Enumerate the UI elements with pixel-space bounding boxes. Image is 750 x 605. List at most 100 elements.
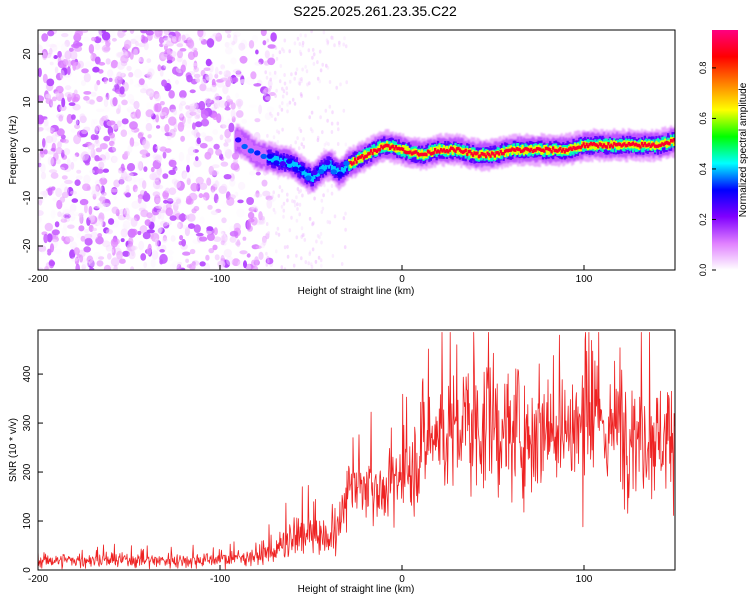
heatmap-ridge-cell bbox=[511, 147, 514, 151]
heatmap-noise-blob bbox=[316, 60, 319, 65]
heatmap-noise-blob bbox=[190, 102, 199, 111]
heatmap-noise-blob bbox=[283, 81, 287, 86]
heatmap-noise-blob bbox=[293, 203, 297, 208]
heatmap-noise-blob bbox=[218, 100, 228, 108]
heatmap-noise-blob bbox=[59, 104, 67, 112]
heatmap-noise-blob bbox=[306, 82, 309, 87]
heatmap-noise-blob bbox=[179, 113, 185, 121]
heatmap-noise-blob bbox=[305, 69, 309, 74]
heatmap-noise-blob bbox=[223, 142, 229, 148]
heatmap-noise-blob bbox=[116, 108, 121, 115]
heatmap-noise-blob bbox=[221, 67, 226, 76]
heatmap-noise-blob bbox=[83, 174, 91, 184]
heatmap-ridge-blob bbox=[311, 169, 318, 176]
heatmap-noise-blob bbox=[308, 250, 312, 255]
heatmap-ridge-cell bbox=[503, 149, 507, 154]
heatmap-noise-blob bbox=[40, 190, 49, 196]
heatmap-noise-blob bbox=[316, 138, 320, 143]
heatmap-noise-blob bbox=[298, 126, 301, 131]
heatmap-noise-blob bbox=[161, 106, 170, 116]
heatmap-ridge-cell bbox=[534, 148, 537, 152]
heatmap-noise-blob bbox=[102, 168, 109, 173]
heatmap-noise-blob bbox=[74, 30, 84, 37]
heatmap-noise-blob bbox=[129, 172, 138, 177]
heatmap-noise-blob bbox=[112, 142, 121, 153]
heatmap-ridge-cell bbox=[400, 147, 403, 151]
heatmap-noise-blob bbox=[151, 213, 156, 223]
heatmap-noise-blob bbox=[318, 235, 321, 240]
heatmap-noise-blob bbox=[69, 212, 76, 222]
heatmap-noise-blob bbox=[226, 196, 235, 206]
heatmap-noise-blob bbox=[165, 207, 174, 217]
heatmap-ridge-cell bbox=[559, 146, 562, 151]
heatmap-ridge-cell bbox=[600, 143, 603, 147]
heatmap-ridge-cell bbox=[358, 155, 361, 160]
heatmap-ridge-cell bbox=[464, 148, 467, 152]
heatmap-noise-blob bbox=[237, 181, 246, 191]
heatmap-noise-blob bbox=[155, 205, 162, 209]
heatmap-noise-blob bbox=[286, 254, 290, 259]
snr-plot-area bbox=[38, 330, 675, 570]
heatmap-noise-blob bbox=[255, 171, 261, 176]
heatmap-noise-blob bbox=[129, 30, 135, 34]
heatmap-ridge-cell bbox=[614, 143, 617, 147]
heatmap-ridge-cell bbox=[601, 145, 604, 149]
heatmap-noise-blob bbox=[165, 148, 172, 154]
heatmap-noise-blob bbox=[180, 135, 186, 142]
y-tick-label: 200 bbox=[22, 463, 33, 480]
heatmap-noise-blob bbox=[272, 207, 276, 212]
heatmap-noise-blob bbox=[322, 193, 325, 198]
heatmap-noise-blob bbox=[38, 95, 45, 103]
heatmap-ridge-cell bbox=[332, 165, 335, 172]
heatmap-noise-blob bbox=[97, 220, 103, 228]
heatmap-noise-blob bbox=[296, 202, 299, 207]
heatmap-ridge-cell bbox=[435, 146, 438, 153]
heatmap-noise-blob bbox=[310, 110, 314, 115]
heatmap-noise-blob bbox=[45, 94, 50, 99]
heatmap-ridge-cell bbox=[501, 148, 504, 155]
heatmap-noise-blob bbox=[186, 195, 192, 205]
heatmap-noise-blob bbox=[303, 237, 307, 242]
heatmap-noise-blob bbox=[326, 40, 330, 44]
heatmap-ridge-cell bbox=[352, 161, 355, 165]
heatmap-ridge-cell bbox=[393, 147, 396, 151]
heatmap-noise-blob bbox=[235, 73, 243, 77]
heatmap-noise-blob bbox=[124, 206, 130, 212]
heatmap-noise-blob bbox=[117, 167, 123, 174]
heatmap-ridge-cell bbox=[632, 141, 635, 146]
heatmap-noise-blob bbox=[261, 179, 268, 187]
heatmap-noise-blob bbox=[60, 43, 68, 53]
heatmap-noise-blob bbox=[66, 158, 71, 167]
heatmap-noise-blob bbox=[286, 198, 289, 203]
heatmap-ridge-cell bbox=[469, 149, 472, 154]
heatmap-noise-blob bbox=[201, 78, 207, 86]
heatmap-noise-blob bbox=[187, 213, 196, 222]
heatmap-noise-blob bbox=[175, 222, 181, 230]
heatmap-noise-blob bbox=[286, 102, 289, 107]
heatmap-ridge-cell bbox=[662, 143, 665, 147]
heatmap-noise-blob bbox=[267, 57, 276, 66]
heatmap-noise-blob bbox=[96, 260, 104, 267]
heatmap-noise-blob bbox=[170, 36, 179, 44]
heatmap-noise-blob bbox=[269, 212, 274, 217]
heatmap-ridge-cell bbox=[503, 150, 507, 158]
heatmap-ridge-cell bbox=[455, 147, 459, 154]
heatmap-noise-blob bbox=[121, 99, 128, 106]
heatmap-noise-blob bbox=[50, 156, 57, 167]
heatmap-noise-blob bbox=[64, 50, 72, 60]
heatmap-noise-blob bbox=[55, 187, 62, 198]
heatmap-noise-blob bbox=[195, 176, 204, 185]
heatmap-noise-blob bbox=[246, 220, 251, 231]
heatmap-ridge-cell bbox=[473, 151, 476, 159]
heatmap-ridge-blob bbox=[260, 153, 267, 159]
heatmap-noise-blob bbox=[331, 110, 334, 115]
heatmap-noise-blob bbox=[38, 210, 44, 216]
heatmap-noise-blob bbox=[73, 75, 78, 84]
heatmap-ridge-cell bbox=[320, 165, 323, 172]
heatmap-noise-blob bbox=[154, 102, 162, 113]
spectrogram-y-ticks: -20 -10 0 10 20 bbox=[22, 48, 43, 253]
heatmap-noise-blob bbox=[140, 30, 148, 34]
heatmap-noise-blob bbox=[224, 41, 230, 48]
heatmap-noise-blob bbox=[323, 142, 327, 147]
heatmap-noise-blob bbox=[232, 31, 241, 38]
